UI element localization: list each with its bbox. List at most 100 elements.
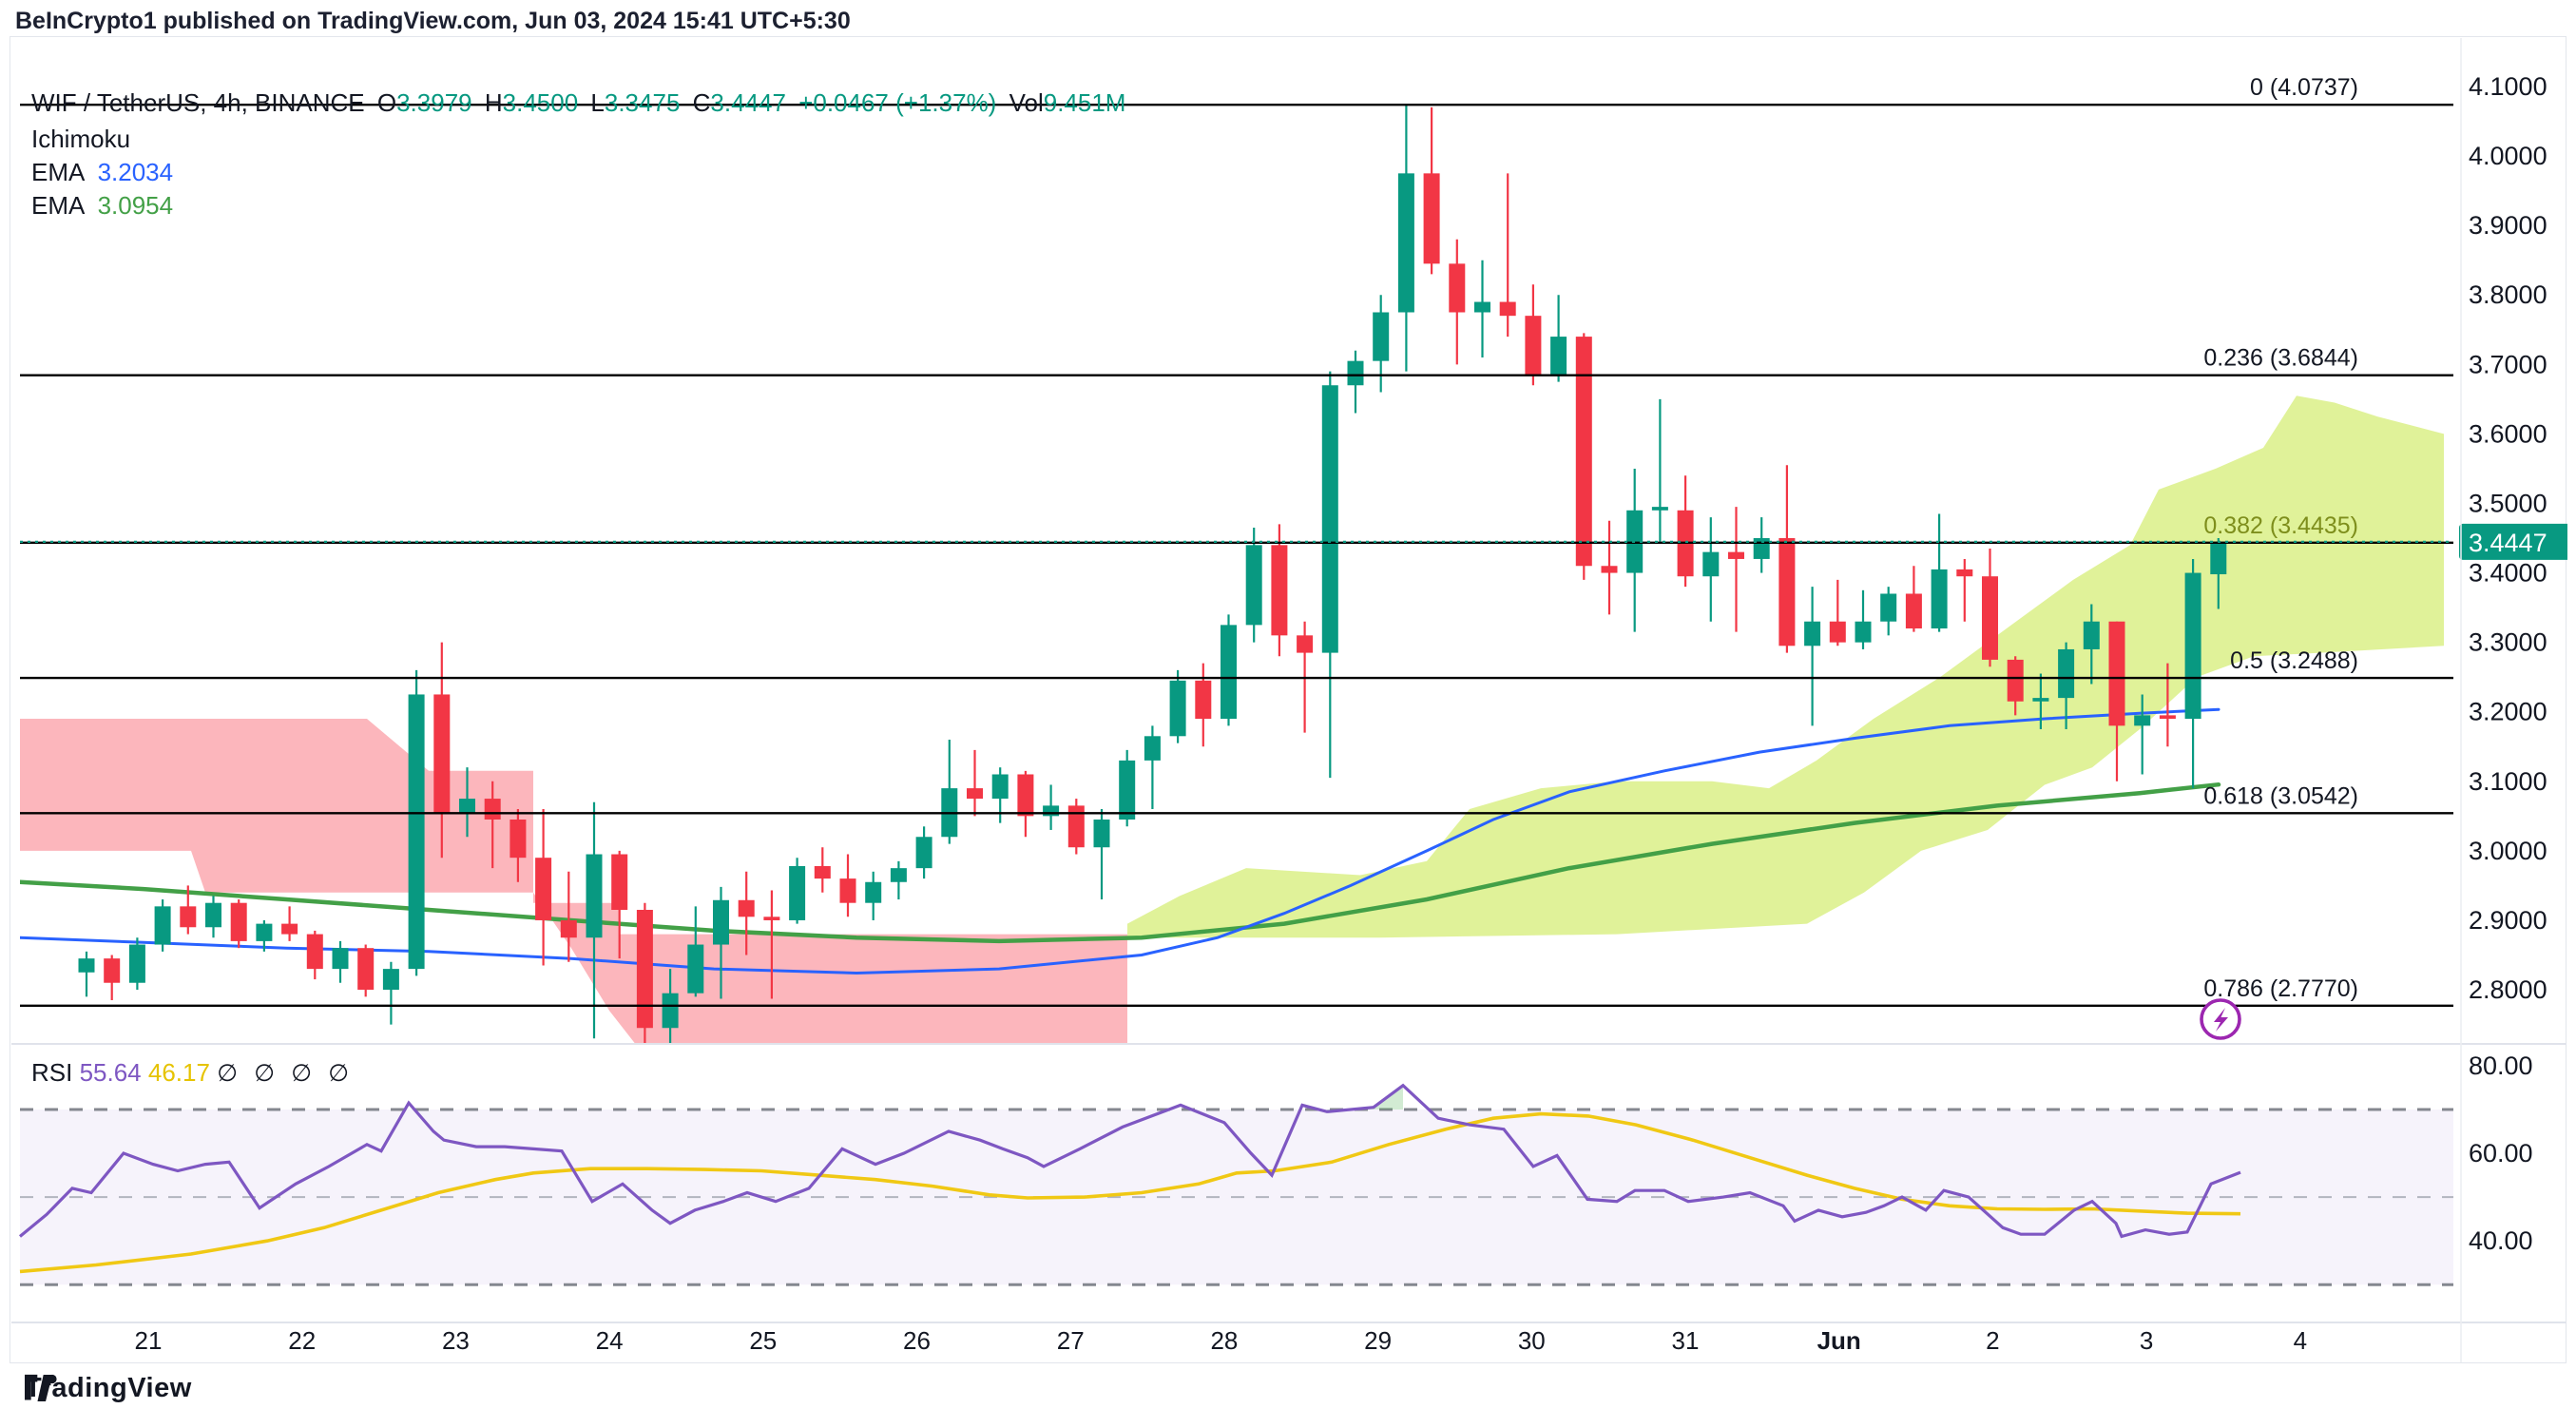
time-axis-tick: 30 bbox=[1518, 1326, 1546, 1355]
price-panel[interactable] bbox=[20, 105, 2444, 1115]
candle-body bbox=[128, 944, 145, 983]
ichimoku-legend[interactable]: Ichimoku bbox=[31, 125, 136, 154]
ema-green-line[interactable] bbox=[20, 782, 2221, 944]
ichimoku-cloud bbox=[20, 719, 1127, 1044]
price-axis-tick: 3.5000 bbox=[2469, 489, 2547, 517]
time-axis-tick: 22 bbox=[288, 1326, 316, 1355]
candle-body bbox=[1601, 566, 1618, 573]
ema-blue-line[interactable] bbox=[20, 707, 2220, 975]
ema2-legend[interactable]: EMA 3.0954 bbox=[31, 191, 179, 221]
ema1-label: EMA bbox=[31, 158, 86, 186]
candle-body bbox=[763, 917, 780, 920]
symbol-name[interactable]: WIF / TetherUS, 4h, BINANCE bbox=[31, 88, 365, 117]
rsi-panel[interactable]: 80.00 60.00 40.00 bbox=[18, 1052, 2533, 1286]
fib-label: 0.236 (3.6844) bbox=[2203, 345, 2358, 372]
candle-body bbox=[839, 878, 856, 903]
candle-body bbox=[1956, 569, 1973, 577]
candle-body bbox=[2007, 659, 2024, 702]
candle-body bbox=[1144, 736, 1161, 761]
chart-canvas[interactable]: 0 (4.0737) 0.236 (3.6844) 0.382 (3.4435) 0.… bbox=[10, 37, 2567, 1364]
candle-body bbox=[78, 958, 95, 973]
candle-body bbox=[1575, 337, 1592, 567]
candle-body bbox=[2032, 698, 2049, 702]
time-axis-tick: 26 bbox=[903, 1326, 931, 1355]
candle-body bbox=[1271, 545, 1288, 636]
lightning-tool-icon[interactable] bbox=[2200, 998, 2241, 1040]
candle-body bbox=[1702, 551, 1720, 577]
candle-body bbox=[2184, 572, 2201, 720]
price-axis-tick: 2.9000 bbox=[2469, 906, 2547, 935]
rsi-overbought-fill bbox=[1327, 1085, 1403, 1112]
candle-body bbox=[1449, 263, 1466, 313]
change-value: +0.0467 (+1.37%) bbox=[798, 88, 997, 117]
candle-body bbox=[991, 774, 1009, 800]
empty-set-icon: ∅ bbox=[254, 1060, 275, 1087]
current-price-tag-text: 3.4447 bbox=[2469, 529, 2547, 557]
candle-body bbox=[408, 694, 425, 970]
fib-label: 0.382 (3.4435) bbox=[2203, 512, 2358, 539]
price-axis-tick: 3.3000 bbox=[2469, 628, 2547, 657]
time-axis-tick: 2 bbox=[1986, 1326, 1999, 1355]
candle-body bbox=[509, 819, 527, 859]
rsi-legend[interactable]: RSI 55.64 46.17 ∅ ∅ ∅ ∅ bbox=[31, 1058, 358, 1088]
price-axis-tick: 3.0000 bbox=[2469, 837, 2547, 865]
price-axis-tick: 3.7000 bbox=[2469, 350, 2547, 378]
price-axis-tick: 4.1000 bbox=[2469, 72, 2547, 101]
low-value: 3.3475 bbox=[604, 88, 681, 117]
candle-body bbox=[459, 799, 475, 813]
time-axis-tick: 21 bbox=[135, 1326, 163, 1355]
candle-body bbox=[915, 837, 932, 869]
candle-body bbox=[1651, 507, 1668, 511]
price-axis-tick: 4.0000 bbox=[2469, 142, 2547, 170]
time-axis-tick: 4 bbox=[2294, 1326, 2307, 1355]
rsi-value: 55.64 bbox=[79, 1058, 142, 1087]
candle-body bbox=[789, 865, 806, 920]
candle-body bbox=[1245, 545, 1262, 626]
time-axis-tick: 3 bbox=[2140, 1326, 2153, 1355]
candle-body bbox=[2210, 541, 2227, 575]
candle-body bbox=[1169, 680, 1186, 737]
candle-body bbox=[1043, 805, 1060, 817]
candle-body bbox=[1525, 316, 1542, 376]
candle-body bbox=[1728, 551, 1744, 559]
price-axis-tick: 3.9000 bbox=[2469, 211, 2547, 240]
empty-set-icon: ∅ bbox=[291, 1060, 313, 1087]
rsi-line[interactable] bbox=[18, 1083, 2241, 1239]
ichimoku-label: Ichimoku bbox=[31, 125, 131, 153]
symbol-legend[interactable]: WIF / TetherUS, 4h, BINANCE O3.3979 H3.4… bbox=[31, 88, 1131, 118]
time-axis-tick: 27 bbox=[1057, 1326, 1085, 1355]
candle-body bbox=[306, 934, 323, 970]
ema1-legend[interactable]: EMA 3.2034 bbox=[31, 158, 179, 187]
rsi-label: RSI bbox=[31, 1058, 73, 1087]
ema2-value: 3.0954 bbox=[97, 191, 174, 220]
fib-label: 0.5 (3.2488) bbox=[2230, 647, 2358, 674]
candle-body bbox=[357, 948, 375, 991]
candle-body bbox=[332, 948, 349, 970]
candlestick-series[interactable] bbox=[78, 105, 2227, 1055]
empty-set-icon: ∅ bbox=[217, 1060, 238, 1087]
candle-body bbox=[1880, 593, 1897, 622]
candle-body bbox=[1423, 173, 1440, 264]
candle-body bbox=[814, 865, 831, 879]
candle-body bbox=[1855, 621, 1872, 643]
time-axis-tick: 25 bbox=[749, 1326, 777, 1355]
empty-set-icon: ∅ bbox=[328, 1060, 350, 1087]
candle-body bbox=[713, 899, 729, 945]
rsi-axis-tick: 80.00 bbox=[2469, 1052, 2533, 1080]
price-axis-tick: 2.8000 bbox=[2469, 975, 2547, 1004]
candle-body bbox=[636, 909, 653, 1029]
candle-body bbox=[1474, 301, 1490, 313]
candle-body bbox=[1829, 621, 1846, 643]
time-axis-tick: 28 bbox=[1210, 1326, 1238, 1355]
price-axis[interactable]: 4.1000 4.0000 3.9000 3.8000 3.7000 3.6000 3.50… bbox=[2459, 72, 2567, 1004]
candle-body bbox=[2159, 715, 2176, 720]
candle-body bbox=[433, 694, 451, 813]
candle-body bbox=[382, 969, 399, 991]
candle-body bbox=[611, 854, 628, 910]
time-axis-tick: Jun bbox=[1817, 1326, 1861, 1355]
candle-body bbox=[1397, 173, 1414, 313]
tradingview-logo[interactable]: TradingView bbox=[25, 1373, 192, 1404]
time-axis[interactable]: 21 22 23 24 25 26 27 28 29 30 31 Jun 2 3 4 bbox=[135, 1326, 2307, 1355]
ichimoku-cloud bbox=[1127, 396, 2444, 938]
candle-body bbox=[1499, 301, 1516, 317]
